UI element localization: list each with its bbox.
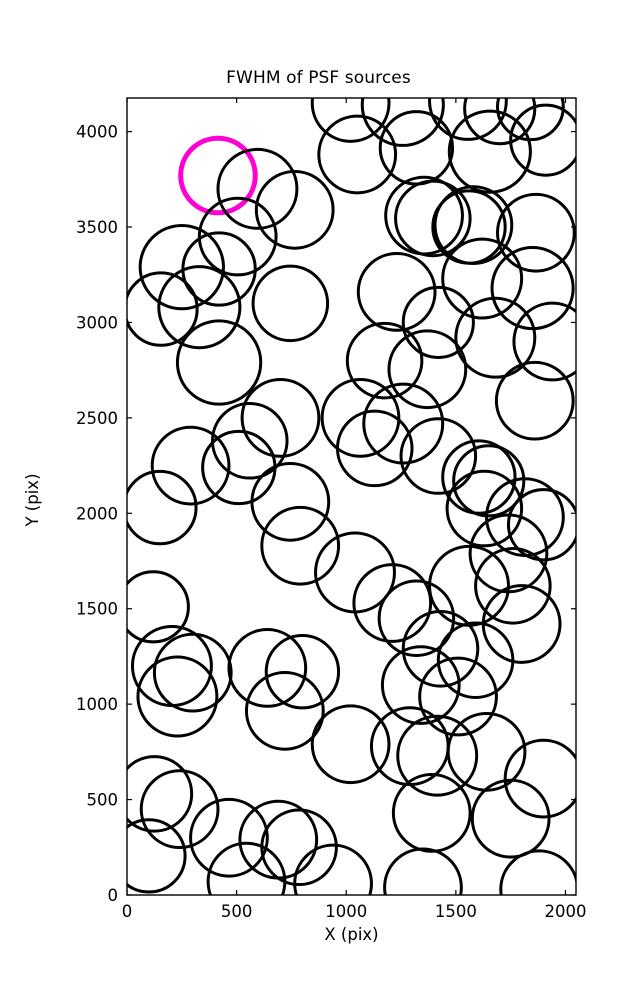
highlighted-source-circle bbox=[178, 135, 258, 216]
x-tick-label: 0 bbox=[122, 902, 133, 921]
x-tick-label: 500 bbox=[221, 902, 253, 921]
source-circle bbox=[506, 488, 576, 562]
source-circle bbox=[127, 755, 194, 833]
source-circle bbox=[454, 296, 537, 379]
source-circle bbox=[136, 655, 219, 738]
source-circle bbox=[490, 246, 575, 331]
source-circle bbox=[360, 98, 445, 147]
source-circle bbox=[139, 769, 220, 849]
source-circle bbox=[445, 469, 524, 548]
x-tick-label: 2000 bbox=[544, 902, 586, 921]
source-circle bbox=[377, 579, 456, 658]
x-tick-label: 1000 bbox=[325, 902, 367, 921]
source-circle bbox=[127, 818, 187, 894]
source-circle bbox=[201, 429, 277, 506]
y-tick-label: 0 bbox=[108, 886, 119, 905]
source-circle bbox=[494, 360, 575, 441]
source-circle bbox=[240, 378, 321, 458]
y-tick-label: 1500 bbox=[76, 600, 118, 619]
source-circle bbox=[138, 223, 225, 311]
source-circle bbox=[509, 103, 576, 177]
source-circle bbox=[470, 778, 551, 859]
source-circle bbox=[157, 265, 242, 350]
source-circle bbox=[352, 563, 433, 643]
tick-labels-group: 0 500 1000 1500 2000 0 500 1000 1500 2000 2500 3000… bbox=[76, 123, 586, 921]
source-circle bbox=[463, 98, 537, 146]
source-circle bbox=[127, 469, 198, 546]
source-circle bbox=[345, 321, 424, 400]
source-circle bbox=[216, 147, 299, 230]
source-circle bbox=[503, 738, 576, 819]
source-circle bbox=[206, 841, 287, 895]
y-tick-label: 2500 bbox=[76, 409, 118, 428]
source-circle bbox=[254, 169, 335, 250]
source-circle bbox=[452, 444, 526, 518]
source-circle bbox=[446, 711, 527, 792]
source-circle bbox=[310, 704, 391, 785]
y-tick-label: 1000 bbox=[76, 695, 118, 714]
y-axis-label: Y (pix) bbox=[23, 473, 42, 527]
source-circle bbox=[384, 175, 464, 256]
y-tick-label: 2000 bbox=[76, 504, 118, 523]
source-circle bbox=[399, 417, 478, 495]
source-circle bbox=[496, 98, 565, 142]
source-circle bbox=[481, 584, 562, 664]
source-circle bbox=[401, 610, 480, 688]
source-circle bbox=[227, 628, 308, 708]
source-circle bbox=[260, 505, 341, 586]
source-circle bbox=[441, 237, 524, 320]
source-circle bbox=[310, 98, 391, 143]
source-circle bbox=[362, 382, 445, 465]
y-tick-label: 500 bbox=[87, 791, 119, 810]
source-circle bbox=[391, 773, 472, 853]
source-circle bbox=[401, 285, 475, 360]
source-circle bbox=[250, 461, 331, 542]
source-circle bbox=[383, 847, 463, 895]
source-circle bbox=[499, 849, 576, 895]
source-circle bbox=[380, 645, 461, 725]
source-circle bbox=[175, 319, 263, 406]
y-tick-label: 3000 bbox=[76, 313, 118, 332]
plot-title: FWHM of PSF sources bbox=[226, 68, 411, 88]
source-circle bbox=[378, 110, 455, 186]
x-tick-label: 1500 bbox=[435, 902, 477, 921]
axes-frame bbox=[126, 97, 577, 896]
y-tick-label: 3500 bbox=[76, 218, 118, 237]
source-circle bbox=[320, 378, 401, 458]
source-circle bbox=[293, 843, 373, 895]
x-axis-label: X (pix) bbox=[324, 925, 378, 944]
source-circle bbox=[335, 409, 414, 488]
source-circle bbox=[152, 632, 233, 713]
source-circle bbox=[387, 329, 468, 410]
source-circle bbox=[394, 179, 472, 258]
source-circle bbox=[150, 425, 231, 506]
source-circle bbox=[447, 109, 532, 194]
source-circle bbox=[433, 185, 514, 265]
source-circle bbox=[356, 252, 437, 332]
source-circle bbox=[496, 192, 576, 273]
source-circle bbox=[474, 547, 552, 625]
source-circle bbox=[244, 670, 325, 751]
source-circle bbox=[197, 196, 278, 277]
source-circle bbox=[418, 656, 498, 737]
source-circle bbox=[512, 301, 576, 382]
source-circle bbox=[127, 271, 199, 347]
source-circle bbox=[436, 621, 515, 700]
source-circle bbox=[369, 706, 450, 787]
source-circle bbox=[428, 98, 508, 141]
source-circle bbox=[264, 634, 341, 710]
source-circle bbox=[130, 625, 213, 707]
source-circle bbox=[127, 570, 190, 644]
source-circle bbox=[317, 114, 398, 195]
source-circle bbox=[251, 264, 330, 343]
source-circle bbox=[238, 799, 319, 880]
source-circles-group bbox=[127, 98, 576, 895]
source-circle bbox=[189, 797, 269, 878]
source-circle bbox=[396, 714, 479, 797]
y-tick-label: 4000 bbox=[76, 123, 118, 142]
